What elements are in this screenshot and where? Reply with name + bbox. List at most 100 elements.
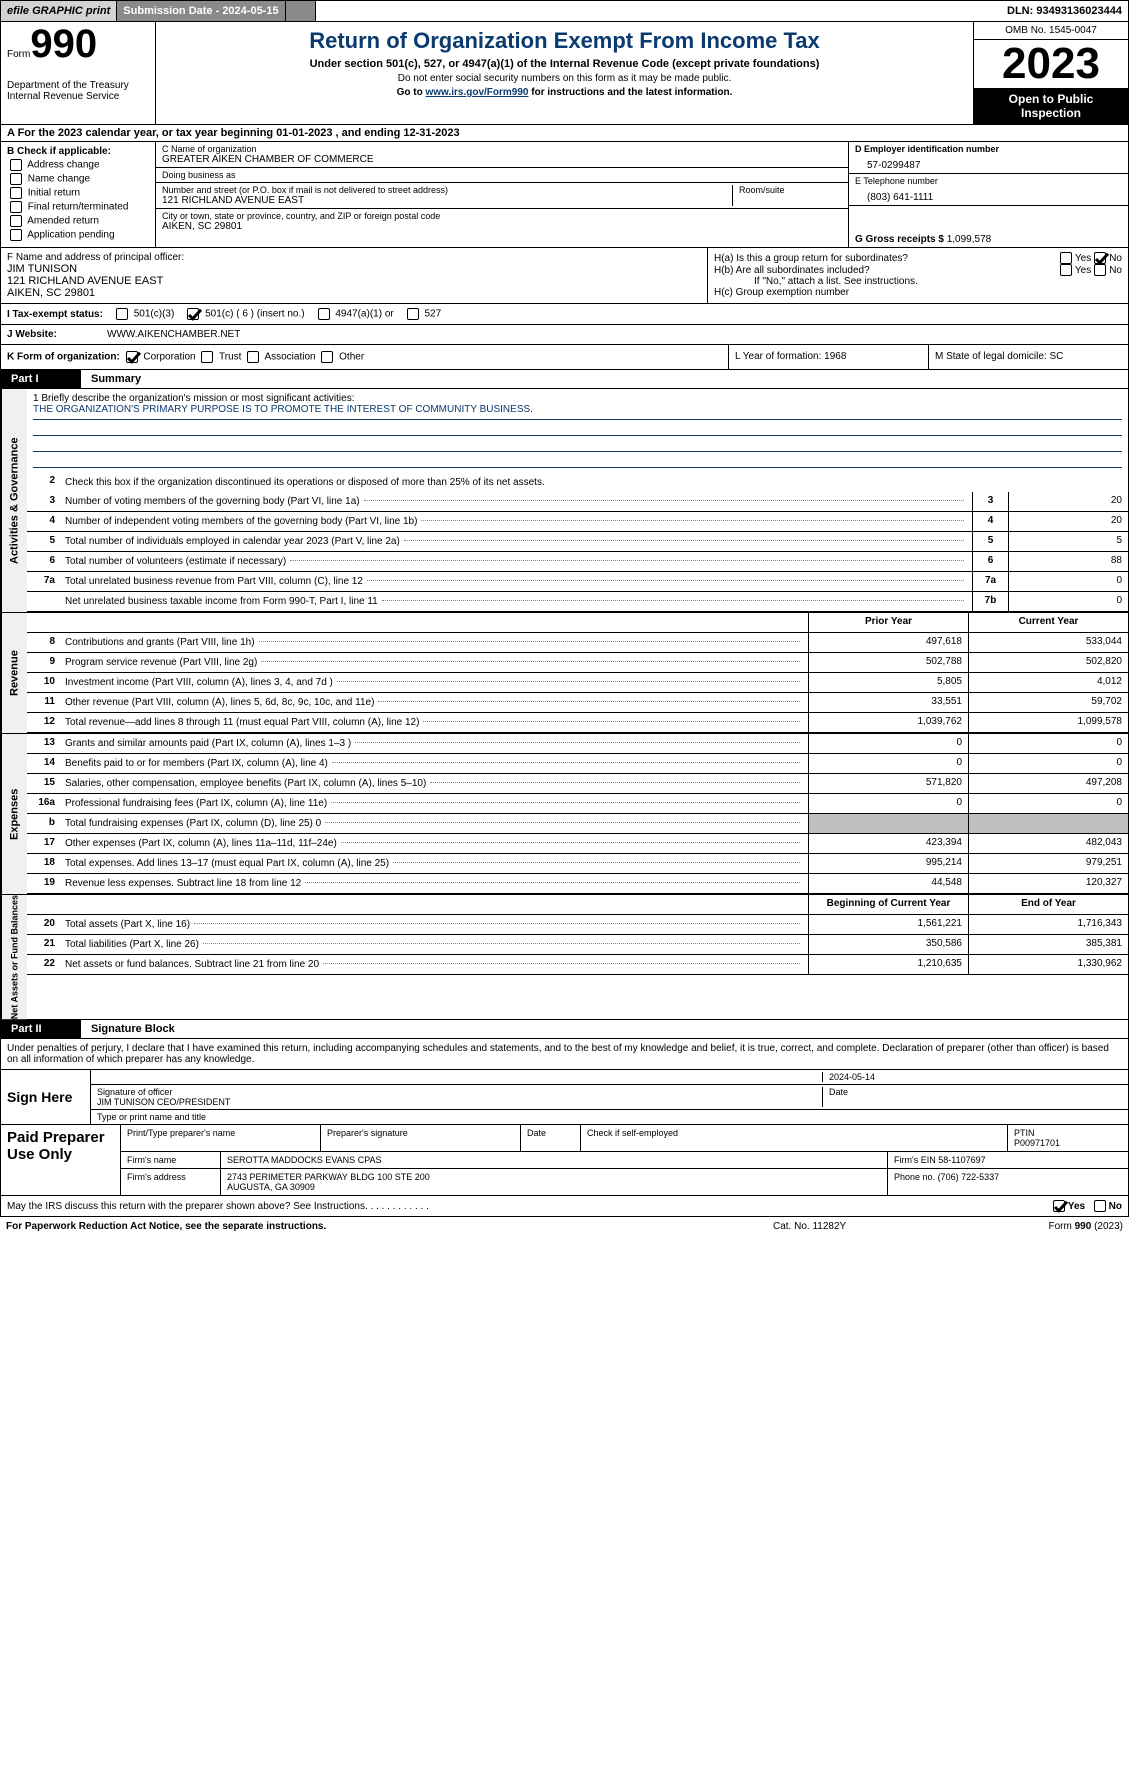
ha-label: H(a) Is this a group return for subordin… [714, 253, 1057, 264]
officer-addr1: 121 RICHLAND AVENUE EAST [7, 275, 701, 287]
firm-name-label: Firm's name [121, 1152, 221, 1168]
officer-h-row: F Name and address of principal officer:… [0, 248, 1129, 304]
col-b-header: B Check if applicable: [7, 146, 111, 157]
cb-final-return[interactable]: Final return/terminated [7, 201, 149, 213]
part1-header: Part I Summary [0, 370, 1129, 389]
cb-initial-return[interactable]: Initial return [7, 187, 149, 199]
preparer-sig-label: Preparer's signature [321, 1125, 521, 1151]
identity-grid: B Check if applicable: Address change Na… [0, 142, 1129, 248]
firm-phone: (706) 722-5337 [938, 1172, 1000, 1182]
hb-yes[interactable] [1060, 264, 1072, 276]
summary-revenue: Revenue Prior YearCurrent Year 8Contribu… [0, 613, 1129, 734]
hdr-beginning-year: Beginning of Current Year [808, 895, 968, 914]
date-label: Date [822, 1087, 1122, 1107]
firm-ein-label: Firm's EIN [894, 1155, 936, 1165]
org-name-label: C Name of organization [162, 144, 842, 154]
cb-other[interactable] [321, 351, 333, 363]
efile-button[interactable]: efile GRAPHIC print [1, 1, 117, 21]
officer-addr2: AIKEN, SC 29801 [7, 287, 701, 299]
vtab-net-assets: Net Assets or Fund Balances [1, 895, 27, 1019]
row-k: K Form of organization: Corporation Trus… [0, 345, 1129, 370]
dln: DLN: 93493136023444 [1001, 1, 1128, 21]
cb-address-change[interactable]: Address change [7, 159, 149, 171]
officer-signature: JIM TUNISON CEO/PRESIDENT [97, 1097, 230, 1107]
goto-line: Go to www.irs.gov/Form990 for instructio… [162, 87, 967, 98]
dba-label: Doing business as [162, 170, 842, 180]
gross-label: G Gross receipts $ [855, 234, 944, 245]
spacer [286, 1, 316, 21]
sign-here-block: Sign Here 2024-05-14 Signature of office… [0, 1070, 1129, 1125]
line2-desc: Check this box if the organization disco… [61, 472, 1128, 492]
firm-ein: 58-1107697 [938, 1155, 985, 1165]
cb-527[interactable] [407, 308, 419, 320]
form-subtitle: Under section 501(c), 527, or 4947(a)(1)… [162, 58, 967, 70]
cb-app-pending[interactable]: Application pending [7, 229, 149, 241]
part1-num: Part I [1, 370, 81, 388]
form-title: Return of Organization Exempt From Incom… [162, 28, 967, 54]
discuss-row: May the IRS discuss this return with the… [0, 1196, 1129, 1217]
vtab-expenses: Expenses [1, 734, 27, 894]
mission-answer: THE ORGANIZATION'S PRIMARY PURPOSE IS TO… [33, 404, 1122, 420]
form-header: Form990 Department of the Treasury Inter… [0, 22, 1129, 125]
officer-name: JIM TUNISON [7, 263, 701, 275]
page-footer: For Paperwork Reduction Act Notice, see … [0, 1217, 1129, 1236]
part2-header: Part II Signature Block [0, 1020, 1129, 1039]
officer-label: F Name and address of principal officer: [7, 252, 701, 263]
cb-assoc[interactable] [247, 351, 259, 363]
hb-note: If "No," attach a list. See instructions… [714, 276, 1122, 287]
state-domicile: M State of legal domicile: SC [928, 345, 1128, 369]
irs-link[interactable]: www.irs.gov/Form990 [425, 87, 528, 98]
preparer-name-label: Print/Type preparer's name [121, 1125, 321, 1151]
cb-4947[interactable] [318, 308, 330, 320]
cb-trust[interactable] [201, 351, 213, 363]
omb-number: OMB No. 1545-0047 [974, 22, 1128, 40]
cb-501c[interactable] [187, 308, 199, 320]
hb-no[interactable] [1094, 264, 1106, 276]
paid-preparer-block: Paid Preparer Use Only Print/Type prepar… [0, 1125, 1129, 1196]
ha-yes[interactable] [1060, 252, 1072, 264]
ssn-note: Do not enter social security numbers on … [162, 73, 967, 84]
street-address: 121 RICHLAND AVENUE EAST [162, 195, 732, 206]
sign-date: 2024-05-14 [822, 1072, 1122, 1082]
discuss-yes[interactable] [1053, 1200, 1065, 1212]
firm-address: 2743 PERIMETER PARKWAY BLDG 100 STE 200 … [221, 1169, 888, 1195]
summary-governance: Activities & Governance 1 Briefly descri… [0, 389, 1129, 613]
form-number: 990 [30, 22, 97, 66]
part2-num: Part II [1, 1020, 81, 1038]
firm-addr-label: Firm's address [121, 1169, 221, 1195]
firm-name: SEROTTA MADDOCKS EVANS CPAS [221, 1152, 888, 1168]
website-label: J Website: [7, 329, 107, 340]
tel-label: E Telephone number [855, 176, 1122, 186]
ha-no[interactable] [1094, 252, 1106, 264]
cb-amended[interactable]: Amended return [7, 215, 149, 227]
hdr-current-year: Current Year [968, 613, 1128, 632]
mission-question: 1 Briefly describe the organization's mi… [33, 393, 1122, 404]
ein-label: D Employer identification number [855, 144, 1122, 154]
phone-label: Phone no. [894, 1172, 935, 1182]
self-employed-check[interactable]: Check if self-employed [581, 1125, 1008, 1151]
summary-net-assets: Net Assets or Fund Balances Beginning of… [0, 895, 1129, 1020]
discuss-no[interactable] [1094, 1200, 1106, 1212]
cb-corp[interactable] [126, 351, 138, 363]
line-a: A For the 2023 calendar year, or tax yea… [0, 125, 1129, 142]
sign-here-label: Sign Here [1, 1070, 91, 1124]
ptin: P00971701 [1014, 1138, 1060, 1148]
vtab-revenue: Revenue [1, 613, 27, 733]
preparer-label: Paid Preparer Use Only [1, 1125, 121, 1195]
open-inspection: Open to Public Inspection [974, 88, 1128, 124]
hb-label: H(b) Are all subordinates included? [714, 265, 1057, 276]
website-value: WWW.AIKENCHAMBER.NET [107, 329, 240, 340]
type-name-label: Type or print name and title [91, 1110, 1128, 1124]
org-name: GREATER AIKEN CHAMBER OF COMMERCE [162, 154, 842, 165]
part1-title: Summary [81, 370, 1128, 388]
department: Department of the Treasury Internal Reve… [7, 80, 149, 102]
summary-expenses: Expenses 13Grants and similar amounts pa… [0, 734, 1129, 895]
vtab-governance: Activities & Governance [1, 389, 27, 612]
ptin-label: PTIN [1014, 1128, 1035, 1138]
telephone: (803) 641-1111 [855, 186, 1122, 203]
tax-year: 2023 [974, 40, 1128, 88]
cb-501c3[interactable] [116, 308, 128, 320]
cb-name-change[interactable]: Name change [7, 173, 149, 185]
sig-officer-label: Signature of officer [97, 1087, 172, 1097]
hdr-end-year: End of Year [968, 895, 1128, 914]
